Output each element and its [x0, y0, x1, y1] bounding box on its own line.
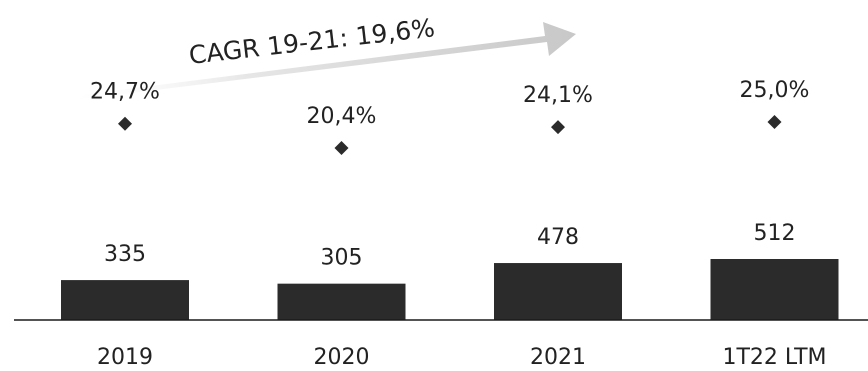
bar-0 [61, 280, 189, 320]
margin-label: 24,7% [90, 80, 160, 105]
bar-value-label: 478 [537, 225, 579, 250]
bar-3 [710, 259, 839, 320]
margin-layer: 24,7% 20,4% 24,1% 25,0% [90, 78, 809, 155]
bars-layer [61, 259, 839, 320]
margin-marker [551, 120, 565, 135]
margin-marker [334, 141, 349, 155]
margin-marker [767, 115, 782, 129]
bar-value-label: 335 [104, 242, 146, 267]
category-label: 2021 [530, 345, 586, 370]
margin-label: 24,1% [523, 83, 593, 108]
margin-label: 20,4% [307, 104, 377, 129]
category-label: 1T22 LTM [722, 345, 826, 370]
bar-labels-layer: 335 305 478 512 [104, 221, 796, 271]
bar-1 [277, 283, 406, 320]
category-label: 2020 [314, 345, 370, 370]
cagr-arrow-shape [72, 22, 576, 100]
cagr-arrow [72, 22, 576, 100]
margin-marker [118, 116, 132, 131]
margin-label: 25,0% [740, 78, 810, 103]
bar-2 [494, 263, 622, 320]
category-label: 2019 [97, 345, 153, 370]
cagr-annotation: CAGR 19-21: 19,6% [187, 13, 436, 70]
bar-value-label: 512 [754, 221, 796, 246]
category-layer: 2019 2020 2021 1T22 LTM [97, 345, 827, 370]
bar-value-label: 305 [321, 246, 363, 271]
